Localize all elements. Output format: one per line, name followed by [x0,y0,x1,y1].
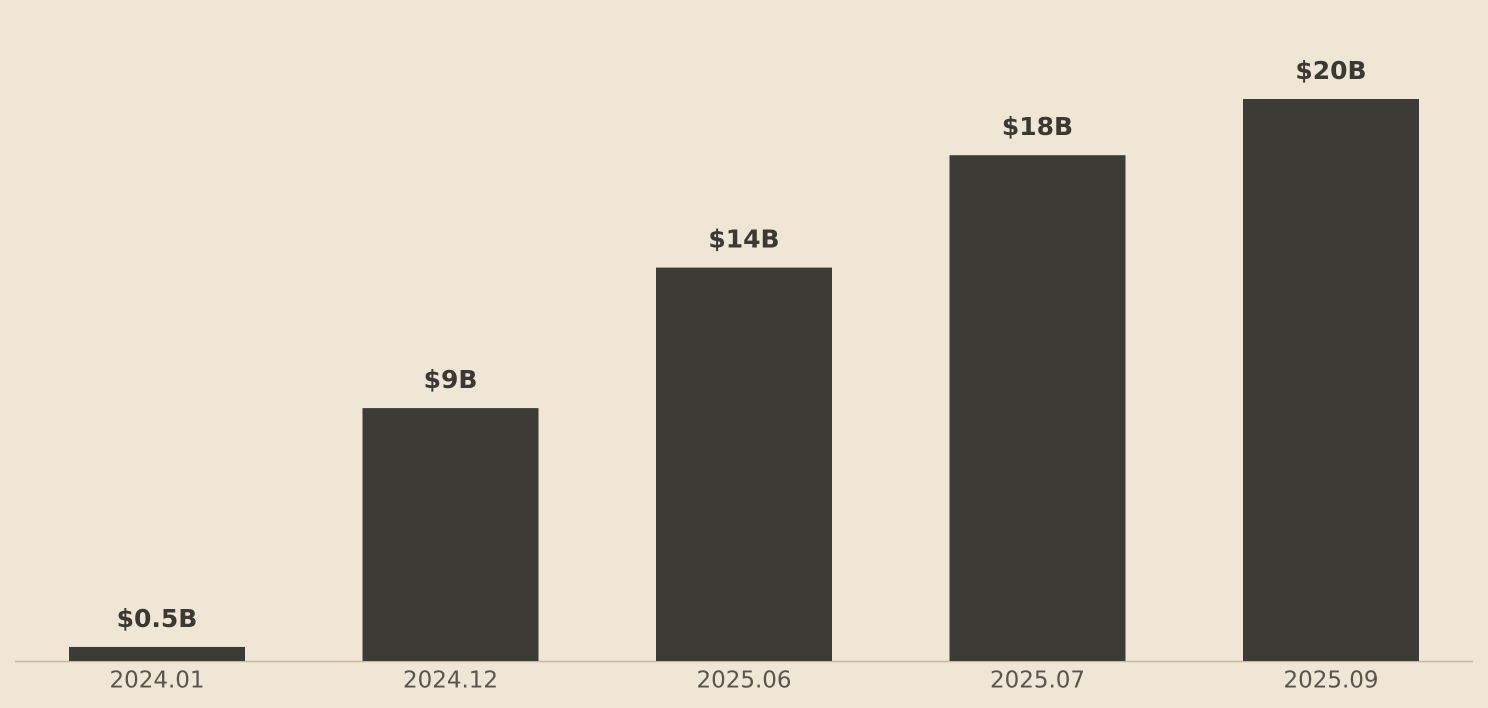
bar [362,408,539,661]
bar [1243,99,1419,661]
x-tick-label: 2024.01 [109,668,204,694]
x-tick-label: 2025.09 [1283,668,1378,694]
data-label: $0.5B [117,604,198,633]
bar [69,646,245,661]
x-tick-label: 2024.12 [403,668,498,694]
bar [656,267,832,661]
bar [949,155,1126,661]
data-label: $20B [1295,56,1366,85]
data-label: $18B [1002,112,1073,141]
data-label: $9B [424,365,478,394]
x-tick-label: 2025.06 [696,668,791,694]
x-tick-label: 2025.07 [990,668,1085,694]
data-label: $14B [708,225,779,254]
